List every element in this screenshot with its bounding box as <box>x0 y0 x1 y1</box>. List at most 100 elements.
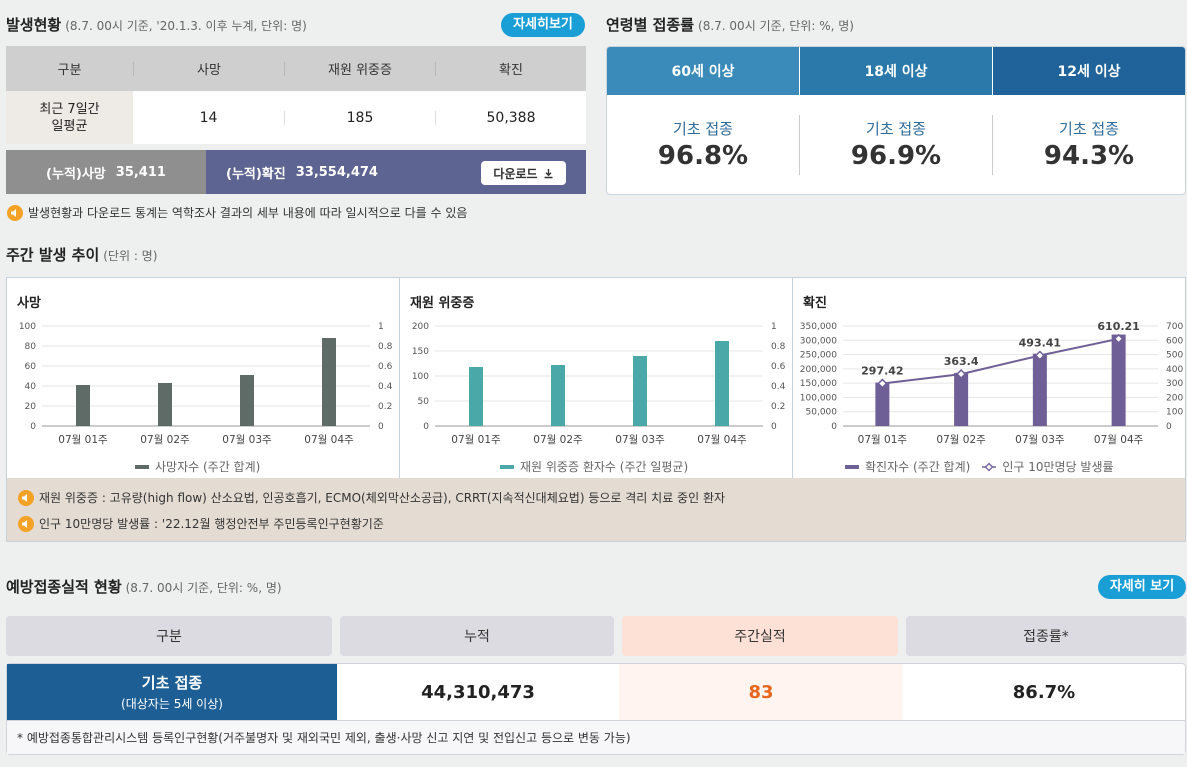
y-tick-label: 0 <box>423 422 429 432</box>
x-tick-label: 07월 01주 <box>451 434 501 446</box>
cumulative-value: 44,310,473 <box>421 681 535 703</box>
bar <box>1032 353 1047 426</box>
y-tick-label: 0 <box>831 422 837 432</box>
age-rates-header: 연령별 접종률 (8.7. 00시 기준, 단위: %, 명) <box>606 14 854 35</box>
vaccination-detail-button[interactable]: 자세히 보기 <box>1098 575 1186 599</box>
download-button[interactable]: 다운로드 <box>481 161 566 185</box>
y-tick-label: 250,000 <box>800 351 837 361</box>
cumulative-death-label: (누적)사망 <box>46 166 106 182</box>
x-tick-label: 07월 02주 <box>533 434 583 446</box>
y-tick-label: 200 <box>412 322 429 332</box>
vaccination-header: 예방접종실적 현황 (8.7. 00시 기준, 단위: %, 명) <box>6 576 282 597</box>
col-header: 구분 <box>6 616 332 656</box>
y2-tick-label: 1 <box>378 322 384 332</box>
cumulative-bar: (누적)사망 35,411 (누적)확진 33,554,474 다운로드 <box>6 150 586 194</box>
vaccination-subtitle: (8.7. 00시 기준, 단위: %, 명) <box>125 581 282 595</box>
tab-12-plus[interactable]: 12세 이상 <box>992 47 1185 95</box>
x-tick-label: 07월 03주 <box>1015 434 1065 446</box>
cumulative-death-value: 35,411 <box>115 164 166 180</box>
x-tick-label: 07월 04주 <box>304 434 354 446</box>
severe-value: 185 <box>346 109 374 126</box>
chart-panel-death: 사망 0 20 40 60 80 100 0 0.2 0.4 0.6 0.8 1 07월 01주 07월 … <box>7 278 400 478</box>
occurrence-subtitle: (8.7. 00시 기준, '20.1.3. 이후 누계, 단위: 명) <box>65 19 307 33</box>
tab-18-plus[interactable]: 18세 이상 <box>799 47 992 95</box>
rate-value: 86.7% <box>1012 681 1076 703</box>
y2-tick-label: 600 <box>1166 336 1183 346</box>
rate-label: 493.41 <box>1019 337 1061 350</box>
cumulative-confirmed-label: (누적)확진 <box>226 166 286 182</box>
age-rate-18-plus: 기초 접종 96.9% <box>800 118 992 171</box>
age-rates-title: 연령별 접종률 <box>606 16 695 34</box>
confirmed-chart: 0 50,000 100,000 150,000 200,000 250,000 300,0… <box>800 320 1184 446</box>
x-tick-label: 07월 04주 <box>697 434 747 446</box>
speaker-icon <box>18 515 34 532</box>
speaker-icon <box>7 204 23 221</box>
rate-marker <box>877 378 888 389</box>
y-tick-label: 0 <box>30 422 36 432</box>
legend-label: 확진자수 (주간 합계) <box>865 460 971 474</box>
y-tick-label: 40 <box>25 382 37 392</box>
y2-tick-label: 200 <box>1166 393 1183 403</box>
bar <box>715 341 729 426</box>
y-tick-label: 60 <box>25 362 37 372</box>
x-tick-label: 07월 02주 <box>936 434 986 446</box>
y2-tick-label: 0.4 <box>378 382 393 392</box>
bar <box>1111 334 1126 426</box>
age-rates-subtitle: (8.7. 00시 기준, 단위: %, 명) <box>698 19 854 33</box>
bar <box>76 385 90 426</box>
chart-title: 사망 <box>17 296 41 311</box>
chart-note-text: 재원 위중증 : 고유량(high flow) 산소요법, 인공호흡기, ECM… <box>39 491 726 505</box>
col-header: 누적 <box>340 616 614 656</box>
bar <box>158 383 172 426</box>
weekly-header: 주간 발생 추이 (단위 : 명) <box>6 244 157 265</box>
age-rates-box: 60세 이상 18세 이상 12세 이상 기초 접종 96.8% 기초 접종 9… <box>606 46 1186 195</box>
rate-value: 96.8% <box>657 141 749 171</box>
chart-note: 인구 10만명당 발생률 : '22.12월 행정안전부 주민등록인구현황기준 <box>18 515 384 532</box>
y2-tick-label: 0.2 <box>378 402 392 412</box>
weekly-subtitle: (단위 : 명) <box>103 249 158 263</box>
dose-label: 기초 접종 <box>866 120 926 138</box>
y-tick-label: 100 <box>19 322 36 332</box>
vaccination-footnote: * 예방접종통합관리시스템 등록인구현황(거주불명자 및 재외국민 제외, 출생… <box>7 720 1185 754</box>
y-tick-label: 150 <box>412 347 429 357</box>
bar <box>240 375 254 426</box>
dose-label: 기초 접종 <box>673 120 733 138</box>
y2-tick-label: 700 <box>1166 322 1183 332</box>
x-tick-label: 07월 03주 <box>615 434 665 446</box>
bar <box>954 372 969 426</box>
x-tick-label: 07월 04주 <box>1094 434 1144 446</box>
occurrence-note: 발생현황과 다운로드 통계는 역학조사 결과의 세부 내용에 따라 일시적으로 … <box>7 204 467 221</box>
chart-title: 재원 위중증 <box>410 296 475 311</box>
chart-panel-confirmed: 확진 0 50,000 100,000 150,000 200,000 250,000 30… <box>793 278 1186 478</box>
y-tick-label: 20 <box>25 402 37 412</box>
rate-marker <box>1113 333 1124 344</box>
y2-tick-label: 0.8 <box>378 342 393 352</box>
rate-label: 363.4 <box>944 355 979 368</box>
legend-label: 재원 위중증 환자수 (주간 일평균) <box>520 460 689 474</box>
vaccination-table-header: 구분 누적 주간실적 접종률* <box>6 616 1186 656</box>
y2-tick-label: 0 <box>771 422 777 432</box>
col-header: 주간실적 <box>622 616 898 656</box>
y2-tick-label: 500 <box>1166 351 1183 361</box>
row-label: 기초 접종 <box>141 674 203 692</box>
y2-tick-label: 0.4 <box>771 382 786 392</box>
tab-60-plus[interactable]: 60세 이상 <box>607 47 799 95</box>
chart-note-text: 인구 10만명당 발생률 : '22.12월 행정안전부 주민등록인구현황기준 <box>39 517 384 531</box>
chart-note: 재원 위중증 : 고유량(high flow) 산소요법, 인공호흡기, ECM… <box>18 489 725 506</box>
y2-tick-label: 400 <box>1166 365 1183 375</box>
age-rate-12-plus: 기초 접종 94.3% <box>993 118 1185 171</box>
rate-label: 297.42 <box>861 365 903 378</box>
weekly-charts: 사망 0 20 40 60 80 100 0 0.2 0.4 0.6 0.8 1 07월 01주 07월 … <box>6 277 1186 542</box>
death-value: 14 <box>199 109 218 126</box>
cumulative-death: (누적)사망 35,411 <box>6 150 206 194</box>
bar <box>875 382 890 426</box>
y2-tick-label: 300 <box>1166 379 1183 389</box>
y-tick-label: 300,000 <box>800 336 837 346</box>
rate-marker <box>956 369 967 380</box>
occurrence-detail-button[interactable]: 자세히보기 <box>501 13 585 37</box>
death-chart: 0 20 40 60 80 100 0 0.2 0.4 0.6 0.8 1 07월 01주 07월 02주… <box>19 322 393 446</box>
y2-tick-label: 0.2 <box>771 402 785 412</box>
weekly-title: 주간 발생 추이 <box>6 246 100 264</box>
chart-legend: 사망자수 (주간 합계) <box>135 458 260 475</box>
legend-swatch <box>500 464 514 469</box>
